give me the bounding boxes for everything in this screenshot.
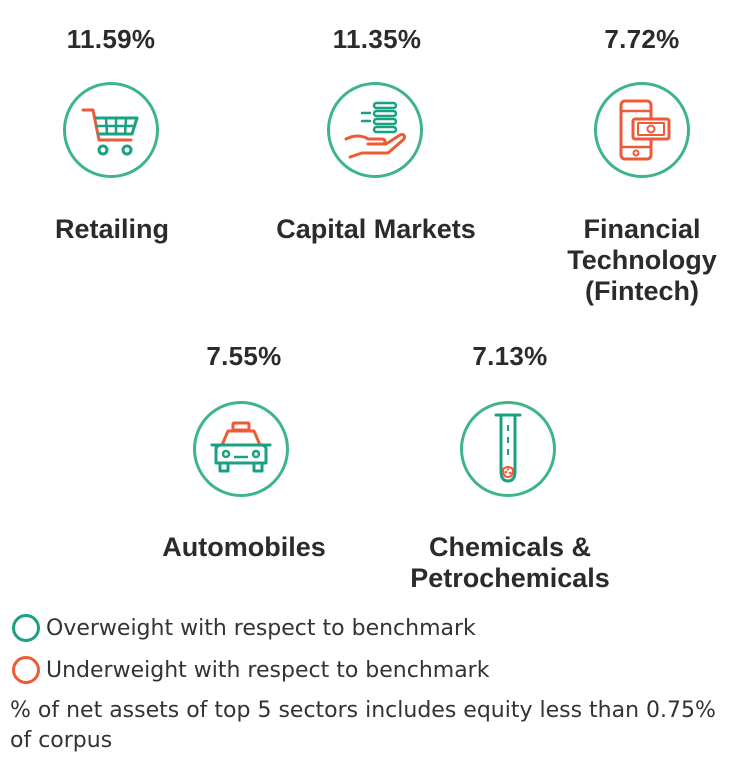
fintech-label-line-2: Technology [567,245,717,275]
hand-coins-icon [344,101,406,159]
overweight-circle-icon [12,614,40,642]
fintech-circle [594,82,690,178]
chemicals-percent: 7.13% [472,341,548,371]
capital-markets-label: Capital Markets [276,214,476,244]
capital-markets-circle [327,82,423,178]
legend-overweight-text: Overweight with respect to benchmark [46,615,476,641]
fintech-percent: 7.72% [604,24,680,54]
capital-markets-percent: 11.35% [332,24,422,54]
car-icon [210,421,272,473]
phone-money-icon [619,99,671,161]
legend-overweight: Overweight with respect to benchmark [12,614,476,642]
underweight-circle-icon [12,656,40,684]
chemicals-label: Chemicals & Petrochemicals [380,532,640,594]
retailing-label: Retailing [54,214,169,244]
fintech-label: Financial Technology (Fintech) [512,214,738,307]
fintech-label-line-3: (Fintech) [585,276,699,306]
shopping-cart-icon [81,108,139,156]
chemicals-circle [460,401,556,497]
footnote: % of net assets of top 5 sectors include… [10,698,716,753]
legend-underweight: Underweight with respect to benchmark [12,656,489,684]
test-tube-icon [494,413,522,483]
automobiles-circle [193,401,289,497]
chemicals-label-line-2: Petrochemicals [410,563,610,593]
chemicals-label-line-1: Chemicals & [428,532,592,562]
automobiles-percent: 7.55% [206,341,282,371]
fintech-label-line-1: Financial [583,214,701,244]
legend-underweight-text: Underweight with respect to benchmark [46,657,490,683]
automobiles-label: Automobiles [162,532,326,562]
retailing-circle [63,82,159,178]
retailing-percent: 11.59% [66,24,156,54]
